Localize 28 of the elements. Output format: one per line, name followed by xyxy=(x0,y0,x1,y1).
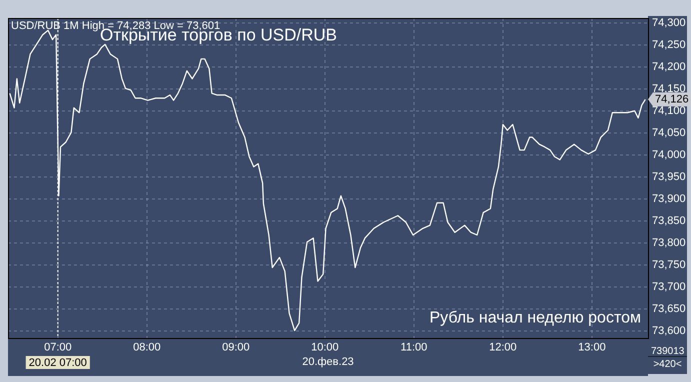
y-tick-label: 74,050 xyxy=(652,126,686,139)
y-tick-label: 74,250 xyxy=(652,38,686,51)
y-tick-label: 73,650 xyxy=(652,302,686,315)
y-tick-label: 73,950 xyxy=(652,170,686,183)
y-tick-label: 74,150 xyxy=(652,82,686,95)
y-tick-label: 74,100 xyxy=(652,104,686,117)
annotation: Рубль начал неделю ростом xyxy=(429,309,641,326)
text: 20.фев.23 xyxy=(302,356,354,368)
x-tick-label: 13:00 xyxy=(578,342,606,354)
x-tick-label: 07:00 xyxy=(44,342,72,354)
x-tick-label: 08:00 xyxy=(133,342,161,354)
text: >420< xyxy=(653,358,682,370)
x-tick-label: 10:00 xyxy=(311,342,339,354)
y-tick-label: 73,700 xyxy=(652,280,686,293)
y-tick-label: 74,200 xyxy=(652,60,686,73)
y-tick-label: 73,900 xyxy=(652,192,686,205)
y-tick-label: 74,300 xyxy=(652,16,686,29)
y-tick-label: 73,750 xyxy=(652,258,686,271)
text: 739013 xyxy=(651,346,685,357)
y-tick-label: 73,800 xyxy=(652,236,686,249)
ref-line-label: 20.02 07:00 xyxy=(28,357,87,370)
y-tick-label: 74,000 xyxy=(652,148,686,161)
y-tick-label: 73,600 xyxy=(652,324,686,337)
x-tick-label: 11:00 xyxy=(400,342,428,354)
x-tick-label: 12:00 xyxy=(489,342,517,354)
text: 74,126 xyxy=(655,93,689,106)
x-tick-label: 09:00 xyxy=(222,342,250,354)
y-tick-label: 73,850 xyxy=(652,214,686,227)
